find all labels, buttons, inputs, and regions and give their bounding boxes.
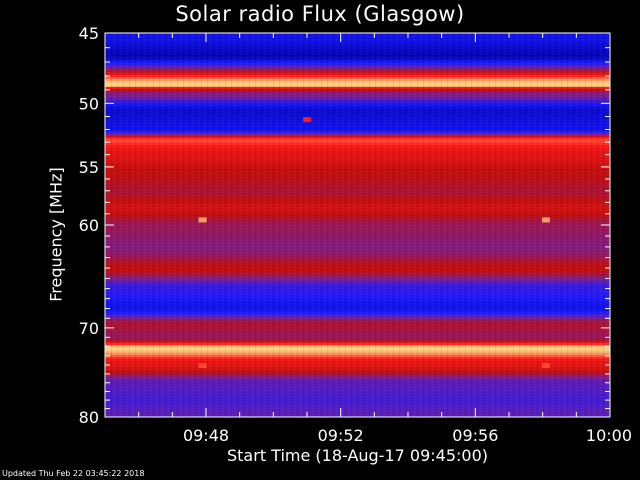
x-tick-label: 09:52 (318, 426, 364, 445)
x-axis: 09:48 09:52 09:56 10:00 (104, 33, 632, 445)
y-axis: 45 50 55 60 70 80 (79, 24, 610, 427)
x-axis-label: Start Time (18-Aug-17 09:45:00) (227, 446, 488, 465)
x-tick-label: 09:56 (452, 426, 498, 445)
y-tick-label: 55 (79, 158, 99, 177)
y-tick-label: 45 (79, 24, 99, 43)
chart-title: Solar radio Flux (Glasgow) (175, 2, 465, 26)
y-tick-label: 50 (79, 94, 99, 113)
x-tick-label: 10:00 (586, 426, 632, 445)
x-tick-label: 09:48 (183, 426, 229, 445)
updated-timestamp: Updated Thu Feb 22 03:45:22 2018 (2, 469, 145, 478)
y-tick-label: 60 (79, 216, 99, 235)
y-tick-label: 80 (79, 408, 99, 427)
y-tick-label: 70 (79, 319, 99, 338)
heatmap-texture (105, 33, 610, 417)
